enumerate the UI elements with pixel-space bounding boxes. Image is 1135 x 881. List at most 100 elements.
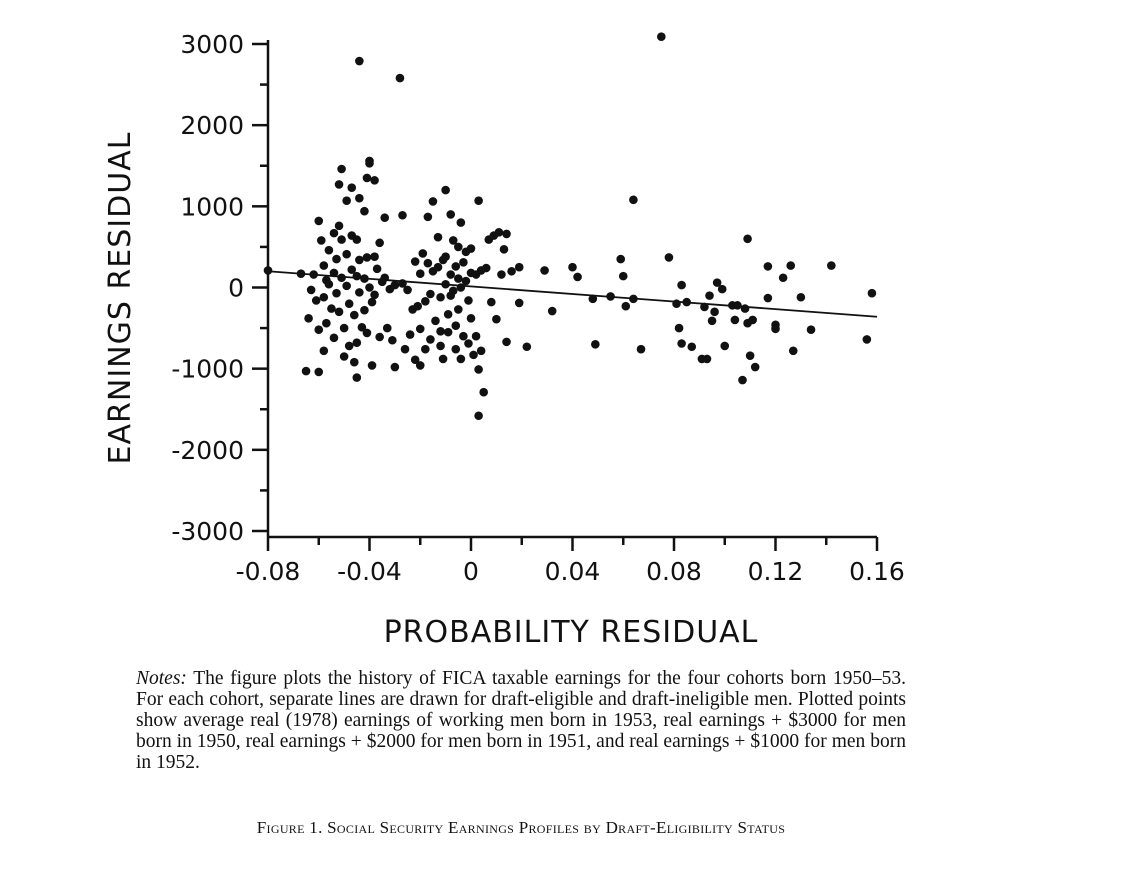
data-point: [446, 210, 456, 219]
data-point: [355, 193, 364, 203]
data-point: [370, 252, 379, 261]
data-point: [763, 293, 773, 303]
data-point: [745, 351, 755, 360]
data-point: [360, 206, 369, 216]
data-point: [748, 315, 757, 325]
data-point: [426, 335, 435, 344]
data-point: [413, 301, 423, 311]
data-point: [712, 278, 722, 287]
y-tick-label: 2000: [180, 111, 244, 140]
data-point: [771, 324, 780, 334]
data-point: [421, 344, 430, 354]
data-point: [403, 285, 412, 295]
data-point: [705, 291, 714, 300]
data-point: [352, 338, 362, 347]
data-point: [507, 266, 516, 276]
data-point: [464, 339, 473, 348]
data-point: [454, 305, 463, 314]
data-point: [334, 180, 344, 189]
data-point: [806, 325, 816, 335]
data-point: [700, 302, 709, 312]
data-point: [702, 354, 712, 364]
data-point: [474, 411, 483, 421]
data-point: [342, 249, 351, 259]
data-point: [349, 357, 359, 367]
data-point: [415, 269, 425, 279]
data-point: [547, 306, 557, 316]
y-tick-label: -2000: [171, 436, 244, 465]
x-tick-label: 0: [463, 557, 479, 586]
data-point: [357, 322, 367, 332]
data-point: [337, 273, 346, 283]
data-point: [365, 159, 374, 168]
x-tick-label: -0.08: [236, 557, 301, 586]
data-point: [349, 310, 359, 320]
data-point: [322, 318, 331, 328]
data-point: [466, 244, 476, 253]
data-point: [502, 229, 511, 239]
data-point: [451, 344, 461, 354]
data-point: [433, 262, 443, 272]
data-point: [421, 296, 430, 306]
data-point: [720, 341, 730, 351]
y-tick-label: -3000: [171, 517, 244, 546]
data-point: [347, 265, 357, 274]
data-point: [410, 257, 420, 266]
data-point: [362, 253, 372, 262]
data-point: [862, 335, 872, 344]
data-point: [448, 236, 458, 245]
data-point: [454, 274, 463, 283]
data-point: [591, 340, 600, 349]
data-point: [788, 346, 798, 356]
data-point: [441, 279, 450, 289]
x-tick-label: 0.12: [748, 557, 804, 586]
data-point: [324, 279, 334, 289]
y-tick-label: -1000: [171, 355, 244, 384]
y-axis-title: EARNINGS RESIDUAL: [103, 132, 138, 465]
data-point: [370, 290, 379, 300]
data-point: [324, 245, 334, 255]
data-point: [636, 344, 646, 354]
data-point: [476, 346, 486, 356]
data-point: [436, 292, 445, 302]
data-point: [443, 309, 453, 319]
data-point: [428, 197, 438, 206]
data-point: [415, 324, 425, 334]
data-point: [375, 238, 384, 248]
data-point: [342, 196, 351, 205]
data-point: [568, 262, 577, 272]
data-point: [365, 283, 374, 292]
data-point: [410, 355, 420, 365]
y-tick-label: 3000: [180, 30, 244, 59]
data-point: [682, 297, 691, 307]
x-tick-label: -0.04: [337, 557, 402, 586]
data-point: [332, 288, 341, 298]
data-point: [309, 270, 318, 279]
data-point: [352, 373, 362, 382]
data-point: [355, 255, 364, 265]
data-point: [304, 314, 313, 323]
data-point: [316, 236, 326, 245]
data-point: [740, 304, 750, 313]
data-point: [339, 352, 349, 361]
data-point: [738, 375, 747, 385]
data-point: [606, 292, 615, 301]
x-tick-label: 0.08: [646, 557, 702, 586]
data-point: [474, 196, 483, 205]
data-point: [339, 323, 349, 333]
data-point: [362, 173, 372, 183]
data-point: [763, 262, 773, 271]
data-point: [469, 350, 478, 360]
data-point: [344, 299, 354, 309]
data-point: [492, 314, 501, 324]
data-point: [436, 327, 445, 336]
data-point: [514, 298, 524, 308]
data-point: [344, 341, 354, 351]
data-point: [479, 387, 488, 397]
x-tick-label: 0.04: [545, 557, 601, 586]
data-point: [474, 365, 483, 374]
data-point: [423, 258, 433, 268]
data-point: [311, 296, 321, 305]
data-point: [426, 289, 435, 299]
data-point: [355, 288, 364, 297]
